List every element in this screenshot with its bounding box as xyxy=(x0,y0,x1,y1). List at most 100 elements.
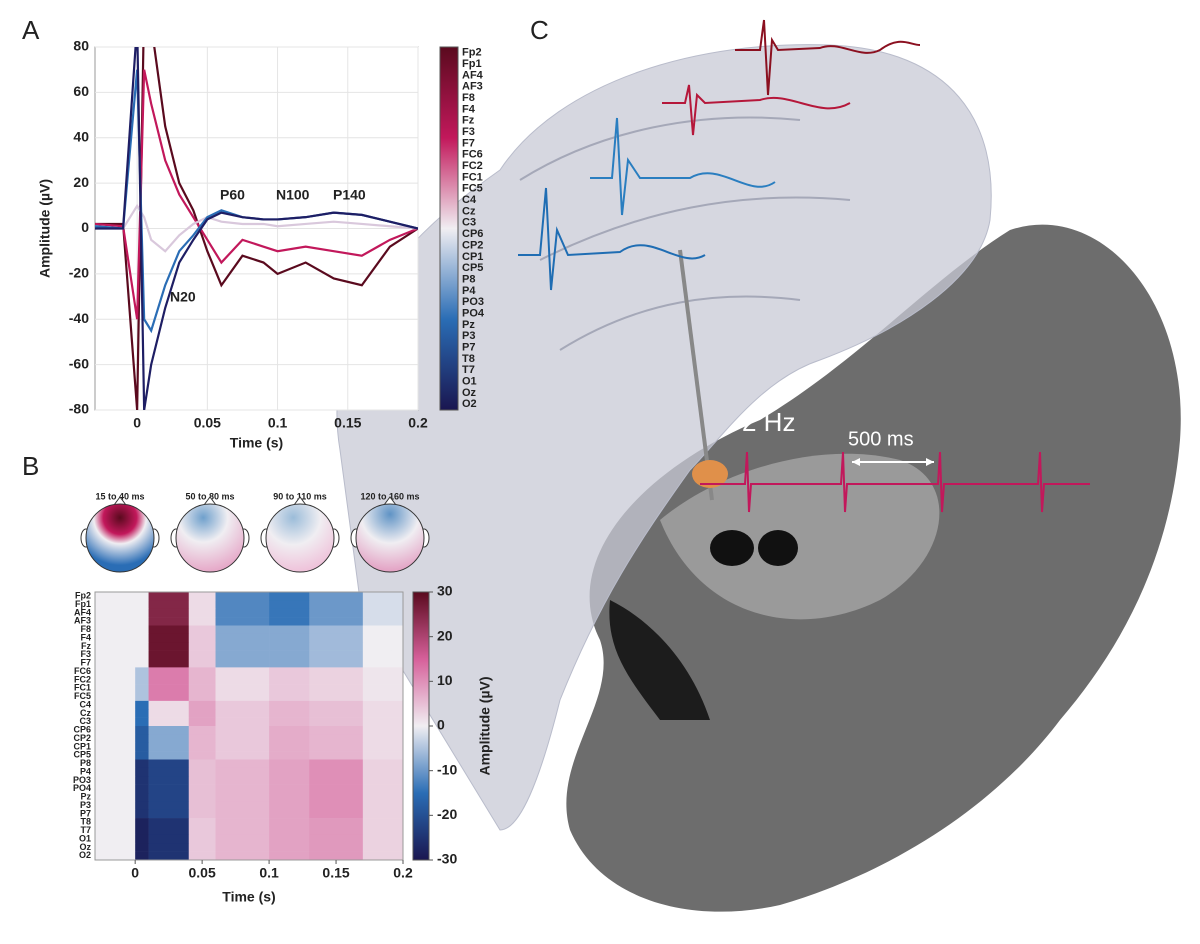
heat-cell xyxy=(95,767,136,777)
heat-cell xyxy=(148,776,190,785)
heat-cell xyxy=(215,675,270,685)
heat-cell xyxy=(135,592,149,601)
row-label: PO4 xyxy=(73,783,91,793)
colorbar-label: P7 xyxy=(462,342,475,354)
heat-cell xyxy=(188,717,216,727)
heat-cell xyxy=(135,776,149,785)
colorbar-label: AF4 xyxy=(462,69,484,81)
heat-cell xyxy=(215,625,270,635)
x-tick-label: 0.1 xyxy=(268,415,288,431)
heat-cell xyxy=(309,818,364,827)
heat-cell xyxy=(362,642,404,651)
heat-cell xyxy=(188,650,216,660)
panel-label: A xyxy=(22,15,40,45)
heat-cell xyxy=(95,675,136,685)
target xyxy=(692,460,728,488)
heat-cell xyxy=(148,592,190,601)
heat-cell xyxy=(188,642,216,651)
heat-cell xyxy=(362,809,404,819)
heat-cell xyxy=(362,709,404,718)
heat-cell xyxy=(135,617,149,626)
heat-cell xyxy=(269,667,310,677)
row-label: AF4 xyxy=(74,607,91,617)
y-tick-label: 80 xyxy=(73,38,89,54)
heat-cell xyxy=(362,801,404,811)
heat-cell xyxy=(215,801,270,811)
heat-cell xyxy=(309,734,364,744)
heat-cell xyxy=(95,600,136,610)
heat-cell xyxy=(309,608,364,618)
heat-cell xyxy=(135,600,149,610)
heat-cell xyxy=(135,843,149,852)
heat-cell xyxy=(95,851,136,861)
heat-cell xyxy=(148,851,190,861)
colorbar-label: PO3 xyxy=(462,296,484,308)
colorbar-label: Cz xyxy=(462,205,476,217)
nose xyxy=(293,496,307,506)
heat-cell xyxy=(362,667,404,677)
heat-cell xyxy=(95,818,136,827)
heat-cell xyxy=(188,659,216,668)
heat-cell xyxy=(148,700,190,710)
heat-cell xyxy=(188,633,216,643)
heat-cell xyxy=(309,675,364,685)
heat-cell xyxy=(269,751,310,760)
colorbar-tick-label: 10 xyxy=(437,672,453,688)
heat-cell xyxy=(309,742,364,752)
peak-label: N20 xyxy=(170,289,196,305)
heat-cell xyxy=(95,793,136,802)
heat-cell xyxy=(135,642,149,651)
nucleus xyxy=(758,530,798,566)
heat-cell xyxy=(95,809,136,819)
heat-frame xyxy=(94,591,404,861)
colorbar xyxy=(439,46,459,411)
heat-cell xyxy=(362,684,404,693)
heat-cell xyxy=(362,818,404,827)
row-label: F7 xyxy=(80,658,91,668)
heat-cell xyxy=(148,751,190,760)
heat-cell xyxy=(309,726,364,735)
heat-cell xyxy=(362,625,404,635)
heat-cell xyxy=(362,592,404,601)
heat-cell xyxy=(269,801,310,811)
row-label: T8 xyxy=(80,817,91,827)
heat-cell xyxy=(269,809,310,819)
heat-cell xyxy=(215,592,270,601)
heat-cell xyxy=(95,709,136,718)
heat-cell xyxy=(148,625,190,635)
heat-cell xyxy=(188,843,216,852)
heat-cell xyxy=(215,851,270,861)
heat-cell xyxy=(148,633,190,643)
heat-cell xyxy=(148,726,190,735)
heat-cell xyxy=(309,834,364,844)
heat-cell xyxy=(309,709,364,718)
heat-cell xyxy=(135,759,149,769)
heat-cell xyxy=(148,717,190,727)
heat-cell xyxy=(215,767,270,777)
row-label: CP1 xyxy=(73,741,91,751)
heat-cell xyxy=(188,617,216,626)
colorbar-label: F8 xyxy=(462,92,475,104)
heat-cell xyxy=(188,784,216,794)
heat-cell xyxy=(148,650,190,660)
y-axis-label: Amplitude (µV) xyxy=(37,179,53,278)
heat-cell xyxy=(309,784,364,794)
heat-cell xyxy=(135,717,149,727)
row-label: F3 xyxy=(80,649,91,659)
heat-cell xyxy=(215,843,270,852)
colorbar-label: T8 xyxy=(462,353,475,365)
heat-cell xyxy=(215,734,270,744)
heat-cell xyxy=(215,600,270,610)
heat-cell xyxy=(135,834,149,844)
heat-cell xyxy=(188,851,216,861)
row-label: Fp1 xyxy=(75,599,91,609)
row-label: CP6 xyxy=(73,725,91,735)
heat-cell xyxy=(362,826,404,836)
heat-cell xyxy=(362,608,404,618)
brain-surface xyxy=(336,44,992,831)
heat-cell xyxy=(215,642,270,651)
heat-cell xyxy=(362,776,404,785)
row-label: AF3 xyxy=(74,616,91,626)
heat-cell xyxy=(188,692,216,702)
heat-cell xyxy=(148,767,190,777)
